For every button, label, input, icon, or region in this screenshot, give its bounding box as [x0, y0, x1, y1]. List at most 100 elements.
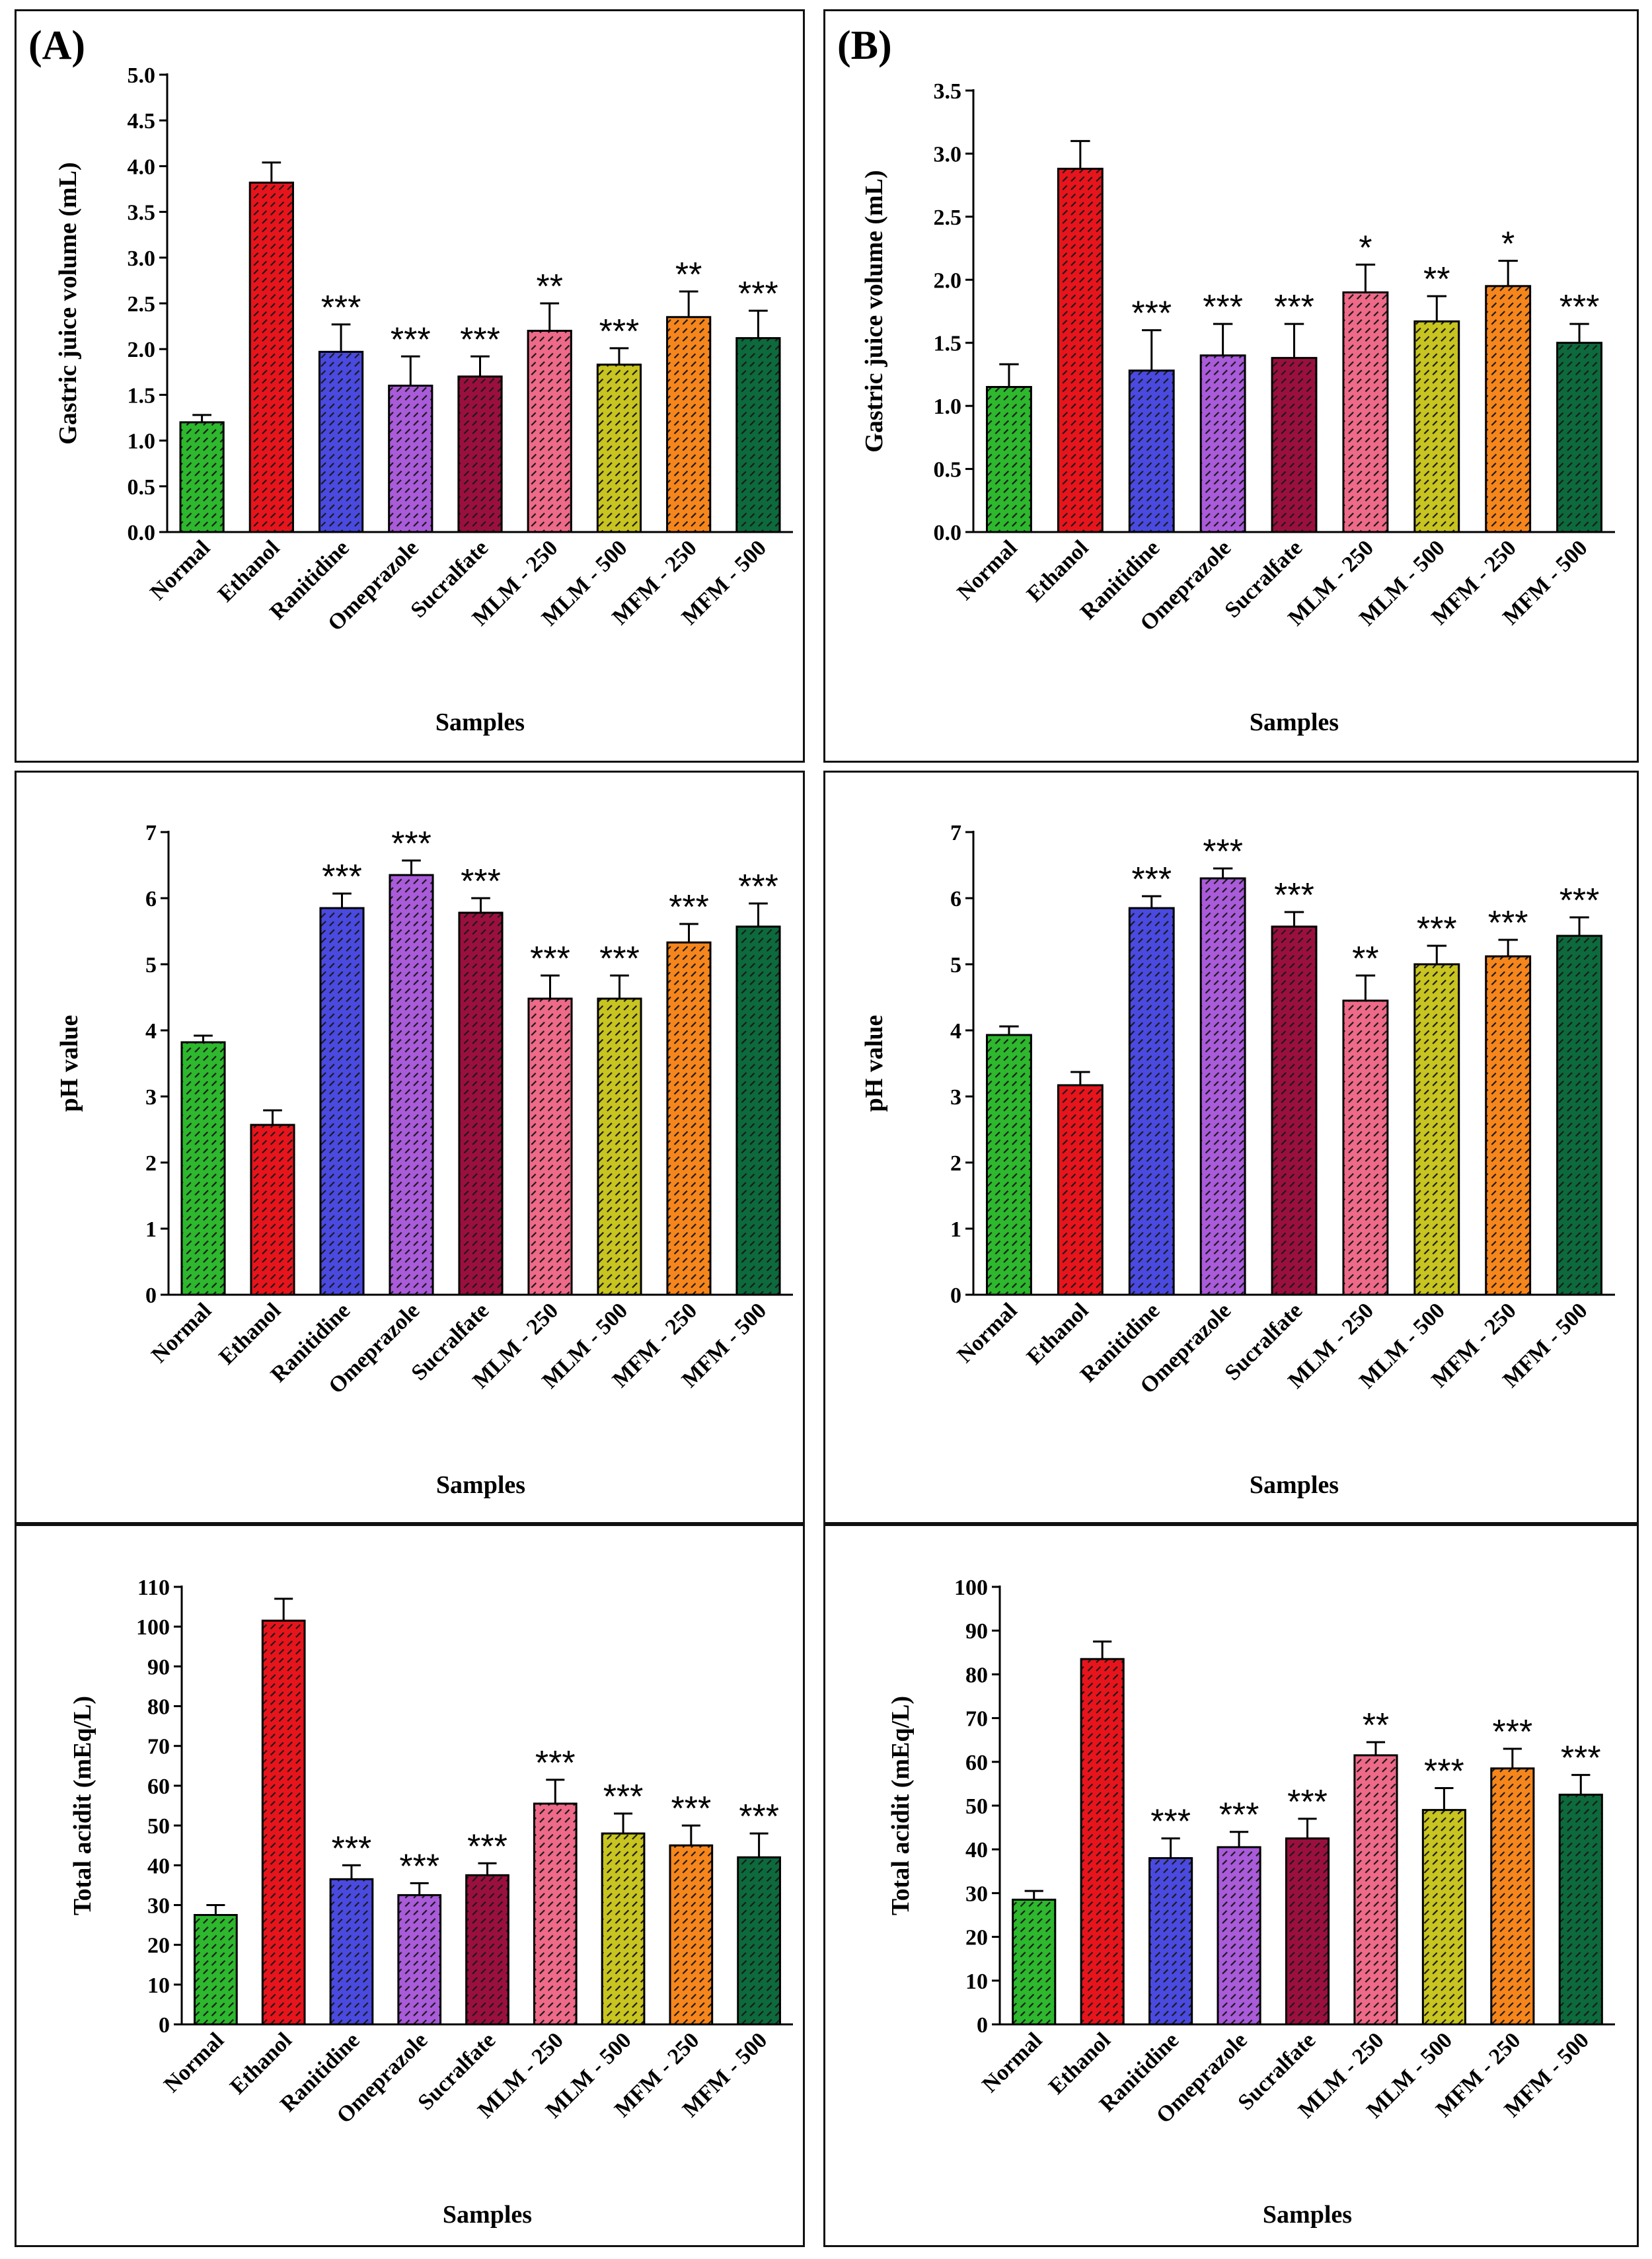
y-tick-label: 50: [965, 1794, 988, 1819]
bar-mlm-500: [596, 364, 642, 533]
significance-mlm-500: ***: [599, 940, 640, 978]
x-tick-label-normal: Normal: [145, 535, 215, 605]
significance-mfm-250: **: [675, 256, 702, 294]
y-tick-label: 5: [145, 953, 157, 977]
significance-mfm-250: ***: [1492, 1713, 1532, 1751]
x-axis-label: Samples: [1250, 1471, 1339, 1499]
significance-sucralfate: ***: [1274, 288, 1314, 326]
bar-sucralfate: [457, 375, 503, 533]
significance-mlm-250: **: [1352, 940, 1378, 978]
significance-mlm-250: ***: [530, 940, 570, 978]
y-tick-label: 5: [950, 953, 961, 977]
y-tick-label: 4.5: [128, 109, 156, 134]
y-tick-label: 40: [147, 1854, 170, 1878]
significance-mlm-500: ***: [1424, 1753, 1464, 1791]
y-tick-label: 100: [954, 1576, 988, 1600]
x-tick-label-normal: Normal: [147, 1298, 216, 1367]
bar-mlm-250: [1342, 999, 1389, 1296]
x-axis-label: Samples: [436, 1471, 525, 1499]
significance-mlm-500: ***: [1417, 910, 1457, 948]
y-tick-label: 3.0: [128, 247, 156, 271]
y-tick-label: 0.0: [128, 521, 156, 545]
chart-svg: 0 10 20 30 40 50 60 70 80 90 100 110 Total acidit (m…: [69, 1576, 793, 2229]
chart-panel-A-ph: 0 1 2 3 4 5 6 7 pH value Normal Ethanol *** Ranitidi…: [15, 771, 805, 1524]
bar-mfm-500: [1556, 935, 1603, 1296]
y-axis-label: Total acidit (mEq/L): [887, 1696, 915, 1915]
chart-panel-B-ph: 0 1 2 3 4 5 6 7 pH value Normal Ethanol *** Ranitidi…: [823, 771, 1639, 1524]
bar-omeprazole: [388, 385, 433, 533]
y-axis-label: Total acidit (mEq/L): [69, 1696, 96, 1915]
y-axis-label: Gastric juice volume (mL): [860, 170, 888, 452]
y-tick-label: 2: [145, 1151, 157, 1176]
y-tick-label: 0.5: [128, 475, 156, 500]
y-tick-label: 1: [950, 1217, 961, 1242]
x-tick-label-normal: Normal: [159, 2028, 229, 2097]
y-tick-label: 90: [965, 1619, 988, 1644]
y-tick-label: 3: [950, 1085, 961, 1110]
y-tick-label: 2.0: [128, 338, 156, 362]
chart-svg: (B) 0.0 0.5 1.0 1.5 2.0 2.5 3.0 3.5 Gastric juice…: [837, 23, 1615, 736]
bar-normal: [180, 1041, 226, 1296]
y-tick-label: 3.5: [128, 201, 156, 225]
significance-mlm-250: *: [1359, 229, 1372, 267]
bar-ranitidine: [1128, 907, 1175, 1296]
y-tick-label: 80: [965, 1663, 988, 1687]
bar-ranitidine: [329, 1878, 374, 2026]
panel-label: (A): [28, 23, 85, 68]
significance-omeprazole: ***: [1203, 288, 1243, 326]
bar-omeprazole: [1199, 354, 1246, 533]
y-tick-label: 5.0: [128, 63, 156, 88]
bar-omeprazole: [389, 874, 434, 1296]
significance-mfm-250: ***: [671, 1790, 711, 1828]
significance-ranitidine: ***: [321, 289, 361, 327]
significance-sucralfate: ***: [467, 1827, 507, 1866]
y-tick-label: 90: [147, 1655, 170, 1679]
bar-sucralfate: [1271, 357, 1318, 533]
significance-mlm-250: ***: [535, 1744, 576, 1782]
y-tick-label: 2.5: [128, 292, 156, 317]
significance-ranitidine: ***: [322, 858, 362, 896]
y-tick-label: 30: [965, 1882, 988, 1906]
bar-mlm-500: [597, 997, 642, 1296]
bar-mlm-250: [527, 997, 573, 1296]
bar-normal: [985, 386, 1032, 533]
y-tick-label: 0: [950, 1283, 961, 1308]
y-tick-label: 4.0: [128, 155, 156, 179]
chart-panel-A-total-acidity: 0 10 20 30 40 50 60 70 80 90 100 110 Total acidit (m…: [15, 1524, 805, 2247]
y-tick-label: 6: [145, 887, 157, 911]
bar-normal: [194, 1914, 238, 2026]
bar-mlm-250: [527, 330, 572, 533]
y-tick-label: 0: [977, 2013, 988, 2038]
y-tick-label: 110: [137, 1576, 170, 1600]
y-tick-label: 0.5: [934, 458, 962, 482]
significance-sucralfate: ***: [461, 862, 501, 901]
significance-omeprazole: ***: [391, 825, 432, 863]
significance-omeprazole: ***: [391, 321, 431, 359]
bar-sucralfate: [1285, 1837, 1330, 2026]
bar-ethanol: [261, 1619, 306, 2026]
significance-mfm-500: ***: [739, 1798, 779, 1836]
bar-mfm-500: [1556, 342, 1603, 533]
y-tick-label: 80: [147, 1695, 170, 1720]
bar-ethanol: [1057, 167, 1104, 533]
y-tick-label: 4: [145, 1019, 157, 1044]
x-tick-label-ethanol: Ethanol: [1022, 535, 1094, 607]
x-axis-label: Samples: [435, 708, 525, 736]
bar-ethanol: [1080, 1658, 1125, 2026]
x-tick-label-normal: Normal: [953, 1298, 1022, 1367]
significance-mlm-500: ***: [599, 313, 640, 351]
bar-mfm-250: [1485, 285, 1532, 533]
bar-normal: [985, 1034, 1032, 1296]
bar-mfm-250: [666, 941, 712, 1296]
y-tick-label: 2.0: [934, 268, 962, 293]
significance-mlm-250: **: [1363, 1706, 1389, 1745]
bar-ranitidine: [318, 350, 364, 533]
significance-mlm-500: ***: [603, 1778, 644, 1816]
y-tick-label: 2: [950, 1151, 961, 1176]
x-tick-label-ethanol: Ethanol: [1022, 1298, 1094, 1369]
bar-omeprazole: [1199, 877, 1246, 1296]
bar-mfm-250: [1485, 955, 1532, 1296]
bar-mlm-500: [601, 1832, 646, 2026]
significance-ranitidine: ***: [332, 1829, 372, 1868]
panel-label: (B): [837, 23, 892, 68]
